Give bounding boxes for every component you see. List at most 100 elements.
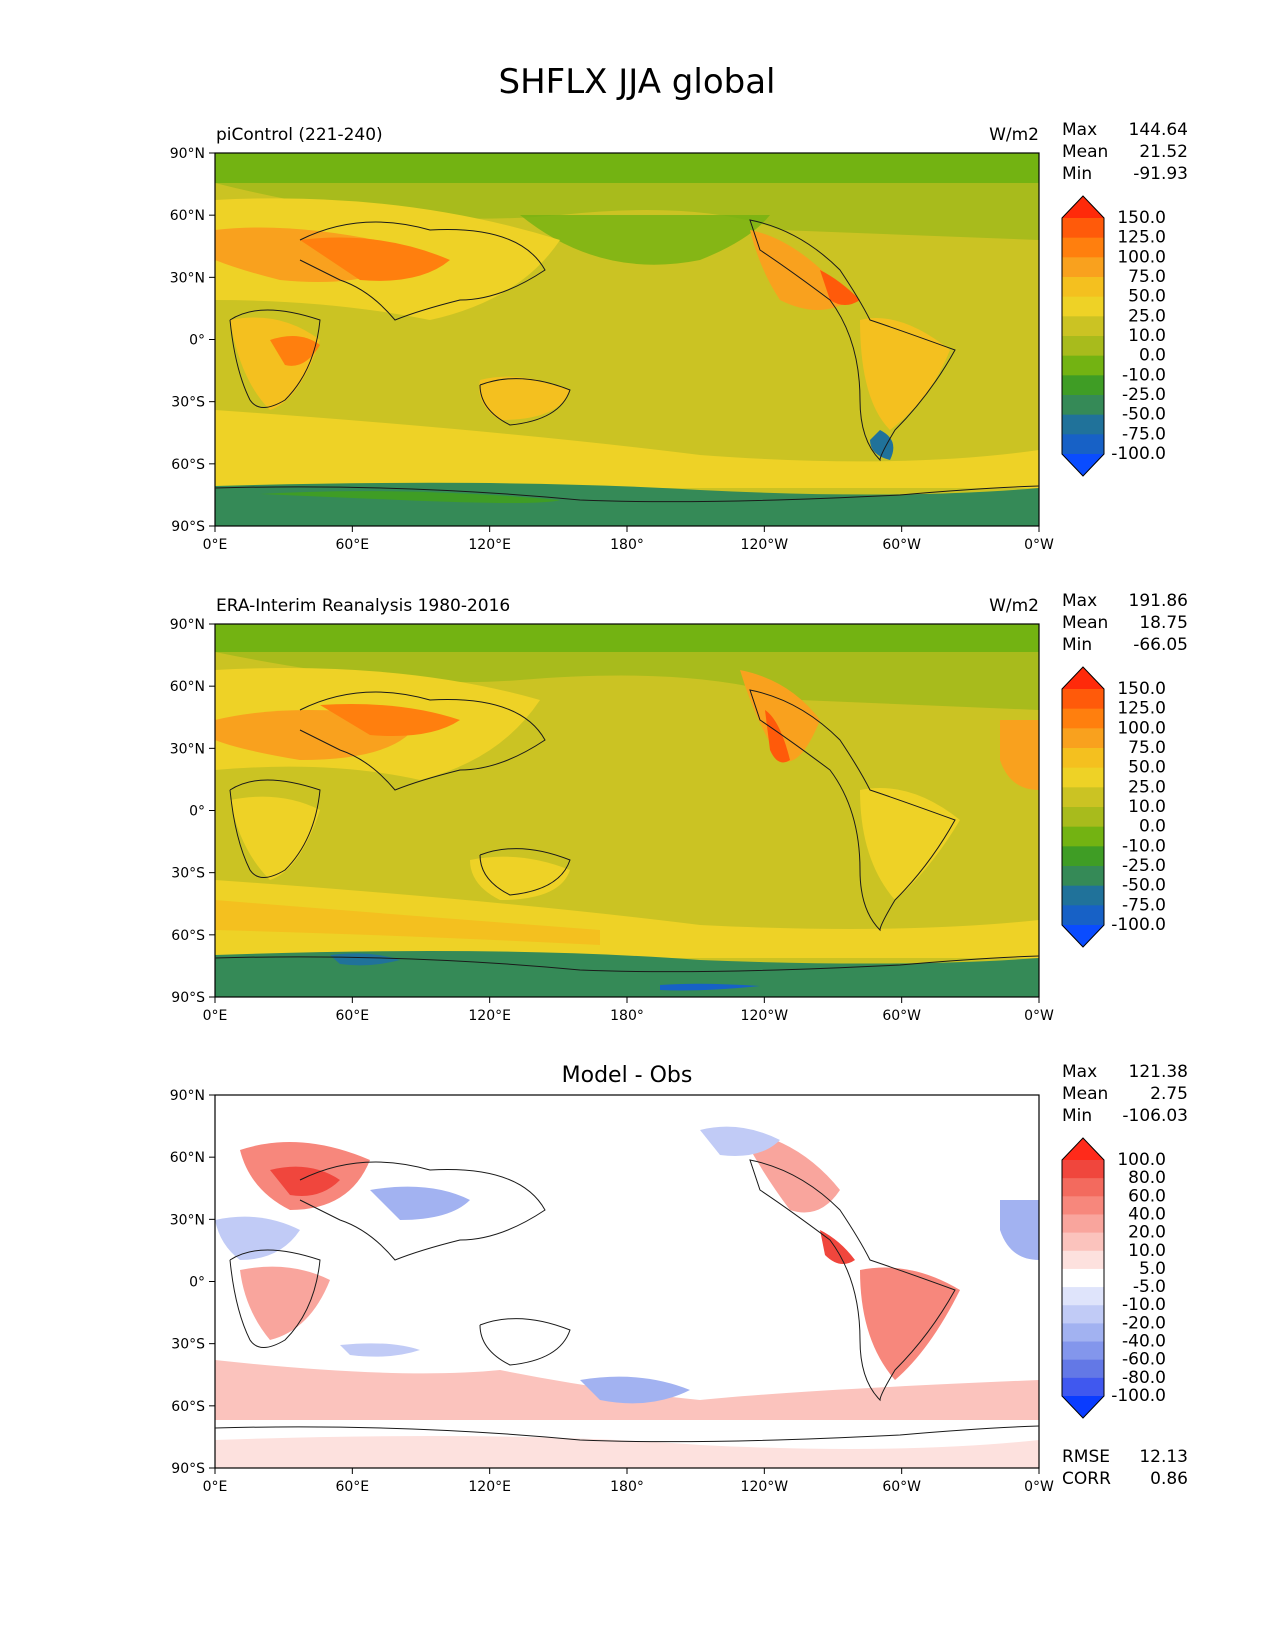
stat-corr-value: 0.86 [1150, 1469, 1188, 1489]
colorbar-cell [1062, 375, 1104, 396]
colorbar-extend-top [1062, 196, 1104, 218]
colorbar-label: -25.0 [1122, 856, 1166, 876]
colorbar-extend-bottom [1062, 925, 1104, 947]
stat-min-label: Min [1062, 635, 1092, 655]
colorbar-cell [1062, 1323, 1104, 1343]
panel-left-title: ERA-Interim Reanalysis 1980-2016 [216, 596, 510, 616]
colorbar-cell [1062, 1287, 1104, 1306]
lon-tick-label: 180° [610, 1479, 644, 1495]
lon-tick-label: 120°E [468, 537, 511, 553]
colorbar-cell [1062, 336, 1104, 357]
lon-tick-label: 60°W [882, 537, 921, 553]
colorbar-label: 60.0 [1128, 1186, 1166, 1206]
lat-tick-label: 30°N [170, 1212, 205, 1228]
colorbar-label: 125.0 [1117, 228, 1166, 248]
colorbar-label: 100.0 [1117, 1150, 1166, 1170]
colorbar-label: 25.0 [1128, 306, 1166, 326]
colorbar-label: -20.0 [1122, 1313, 1166, 1333]
colorbar-cell [1062, 414, 1104, 435]
figure-title: SHFLX JJA global [499, 62, 776, 102]
lon-tick-label: 120°E [468, 1008, 511, 1024]
colorbar-cell [1062, 1196, 1104, 1215]
lat-ticks-0: 90°N 60°N 30°N 0° 30°S 60°S 90°S [170, 146, 215, 535]
lat-tick-label: 90°N [170, 146, 205, 162]
lat-tick-label: 90°S [171, 1461, 205, 1477]
stat-mean-label: Mean [1062, 613, 1108, 633]
lat-tick-label: 30°N [170, 270, 205, 286]
colorbar-label: 100.0 [1117, 718, 1166, 738]
lon-tick-label: 60°W [882, 1479, 921, 1495]
stat-rmse-label: RMSE [1062, 1447, 1110, 1467]
colorbar-label: 10.0 [1128, 1241, 1166, 1261]
colorbar-label: -100.0 [1111, 1386, 1166, 1406]
lat-tick-label: 90°N [170, 1088, 205, 1104]
colorbar-label: -60.0 [1122, 1350, 1166, 1370]
lon-ticks-2: 0°E 60°E 120°E 180° 120°W 60°W 0°W [203, 1468, 1054, 1495]
colorbar-label: 25.0 [1128, 777, 1166, 797]
colorbar-cell [1062, 1250, 1104, 1270]
colorbar-extend-bottom [1062, 1396, 1104, 1418]
lat-tick-label: 90°S [171, 519, 205, 535]
colorbar-cell [1062, 316, 1104, 337]
panel-diff: 90°N 60°N 30°N 0° 30°S 60°S 90°S 0°E 60°E 120°E 1… [170, 1062, 1188, 1495]
colorbar-label: 75.0 [1128, 267, 1166, 287]
lat-tick-label: 0° [189, 804, 205, 820]
panel-center-title: Model - Obs [562, 1063, 693, 1088]
colorbar-label: 40.0 [1128, 1204, 1166, 1224]
colorbar-label: -10.0 [1122, 836, 1166, 856]
colorbar-cell [1062, 1268, 1104, 1288]
panel-units: W/m2 [989, 125, 1039, 145]
lon-tick-label: 0°E [203, 1479, 228, 1495]
colorbar-extend-top [1062, 1138, 1104, 1160]
colorbar-cell [1062, 296, 1104, 317]
colorbar-cell [1062, 257, 1104, 278]
colorbar-label: -40.0 [1122, 1332, 1166, 1352]
colorbar-label: 75.0 [1128, 738, 1166, 758]
colorbar-cell [1062, 728, 1104, 749]
colorbar-diff: 100.080.060.040.020.010.05.0-5.0-10.0-20… [1061, 1137, 1166, 1419]
colorbar-cell [1062, 434, 1104, 455]
colorbar-cell [1062, 748, 1104, 769]
lon-tick-label: 0°W [1024, 1008, 1054, 1024]
lon-tick-label: 180° [610, 537, 644, 553]
colorbar-cell [1062, 866, 1104, 887]
lon-tick-label: 120°W [741, 1479, 789, 1495]
colorbar-cell [1062, 1359, 1104, 1379]
stat-mean-value: 21.52 [1139, 142, 1188, 162]
lat-tick-label: 0° [189, 1275, 205, 1291]
stat-mean-label: Mean [1062, 1084, 1108, 1104]
stat-min-label: Min [1062, 164, 1092, 184]
lat-tick-label: 30°N [170, 741, 205, 757]
lon-tick-label: 60°W [882, 1008, 921, 1024]
stat-rmse-value: 12.13 [1139, 1447, 1188, 1467]
colorbar-label: -50.0 [1122, 876, 1166, 896]
panel-model: 90°N 60°N 30°N 0° 30°S 60°S 90°S 0°E 60°E 120°E 1… [170, 120, 1188, 553]
stat-mean-value: 18.75 [1139, 613, 1188, 633]
map-model [215, 153, 1039, 526]
lon-tick-label: 60°E [335, 1479, 369, 1495]
colorbar-cell [1062, 1341, 1104, 1361]
colorbar-cell [1062, 237, 1104, 258]
stat-max-value: 144.64 [1129, 120, 1188, 140]
colorbar-label: -25.0 [1122, 385, 1166, 405]
colorbar-label: 5.0 [1139, 1259, 1166, 1279]
stat-mean-value: 2.75 [1150, 1084, 1188, 1104]
stat-corr-label: CORR [1062, 1469, 1111, 1489]
colorbar-label: 50.0 [1128, 287, 1166, 307]
lon-tick-label: 60°E [335, 1008, 369, 1024]
colorbar-label: 10.0 [1128, 797, 1166, 817]
lon-tick-label: 120°E [468, 1479, 511, 1495]
stat-min-value: -106.03 [1122, 1106, 1188, 1126]
colorbar-cell [1062, 905, 1104, 926]
colorbar-label: -100.0 [1111, 444, 1166, 464]
colorbar-cell [1062, 277, 1104, 298]
lat-tick-label: 30°S [171, 866, 205, 882]
panel-left-title: piControl (221-240) [216, 125, 383, 145]
lon-tick-label: 0°W [1024, 1479, 1054, 1495]
colorbar-cell [1062, 1305, 1104, 1324]
colorbar-cell [1062, 1214, 1104, 1234]
stat-min-label: Min [1062, 1106, 1092, 1126]
lat-ticks-2: 90°N 60°N 30°N 0° 30°S 60°S 90°S [170, 1088, 215, 1477]
lon-tick-label: 120°W [741, 1008, 789, 1024]
